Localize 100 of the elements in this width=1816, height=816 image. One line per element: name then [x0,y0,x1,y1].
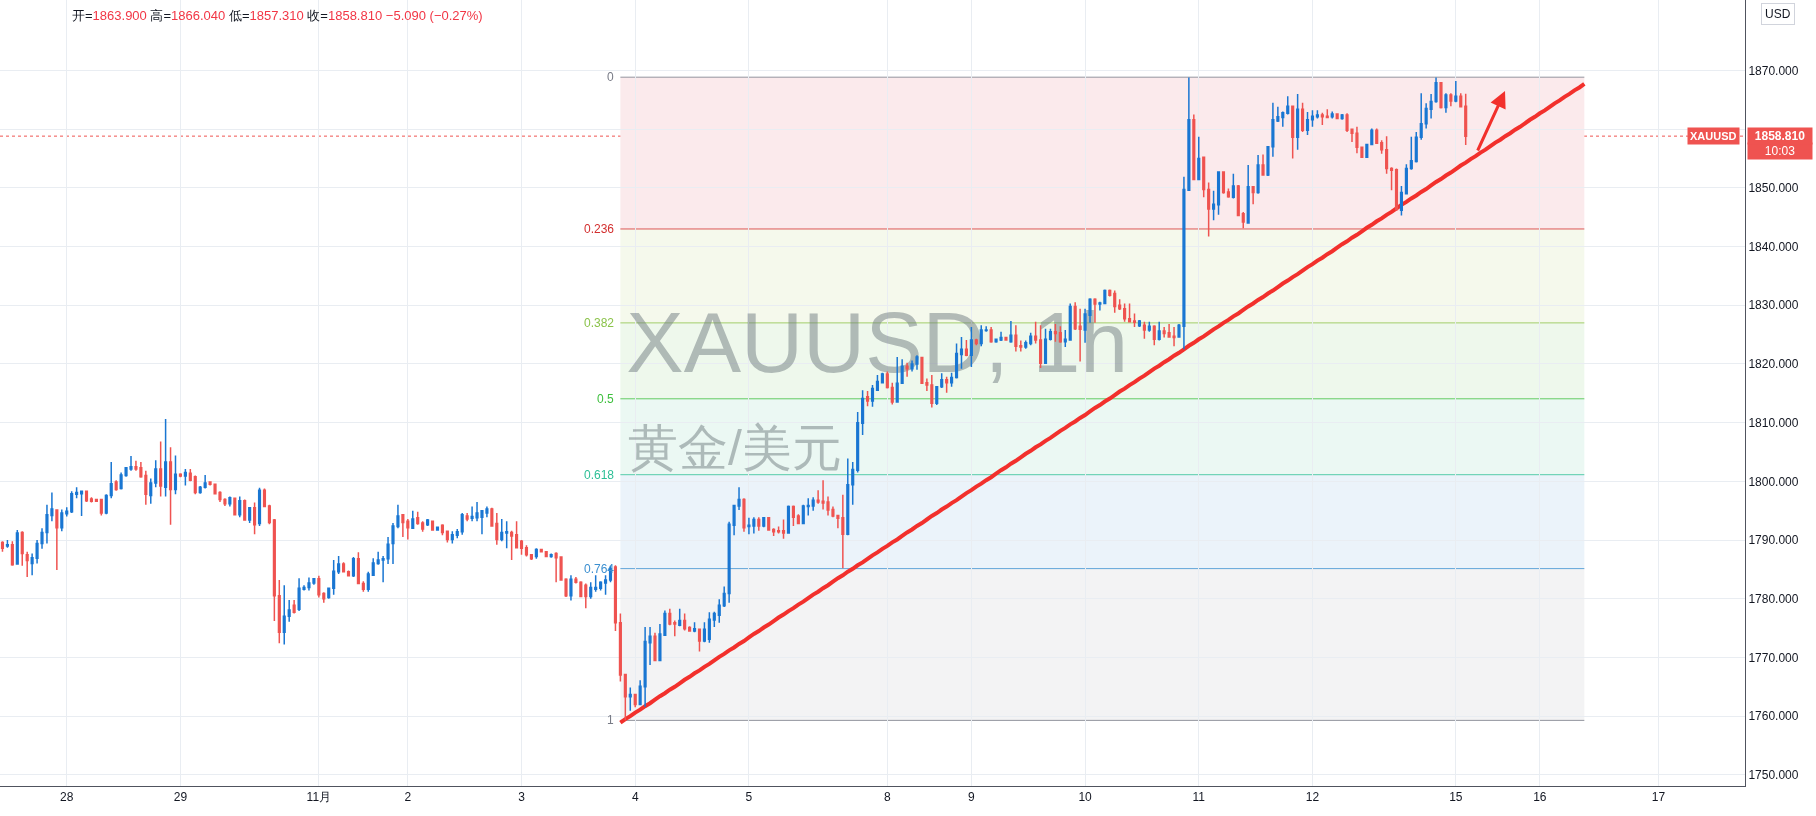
ref-line-label: 0.236 [584,222,615,236]
candlestick [79,489,84,517]
candlestick [267,504,271,525]
candlestick [178,472,183,478]
candlestick [183,468,187,487]
candlestick [806,497,810,517]
candlestick [257,487,262,527]
candlestick [1241,211,1245,230]
candlestick [203,474,207,488]
candlestick [317,575,321,599]
candlestick [1444,92,1448,114]
candlestick [653,632,657,662]
candlestick [1335,112,1339,120]
candlestick [717,598,721,624]
candlestick [757,516,761,532]
candlestick [801,504,805,525]
candlestick [1137,319,1142,328]
y-tick-label: 1780.000 [1748,591,1799,606]
ref-line-label: 0.618 [584,468,615,482]
candlestick [1394,167,1399,212]
candlestick [1325,108,1329,119]
candlestick [445,529,449,544]
ref-line-label: 0.5 [597,392,615,406]
x-tick-label: 8 [883,790,891,805]
candlestick [688,626,692,633]
candlestick [1192,113,1196,181]
candlestick [865,390,870,407]
y-tick-label: 1790.000 [1748,533,1799,548]
candlestick [20,530,24,567]
candlestick [262,487,267,508]
candlestick [168,446,173,526]
y-tick-label: 1770.000 [1748,650,1799,665]
candlestick [534,547,538,560]
candlestick [603,574,608,596]
candlestick [1127,302,1132,324]
candlestick [1424,102,1428,130]
candlestick [114,479,118,492]
candlestick [1464,92,1468,146]
candlestick [55,508,59,571]
x-tick-label: 4 [631,790,639,805]
candlestick [712,610,716,628]
candlestick [248,506,252,524]
text: 10:03 [1764,144,1796,158]
candlestick [10,540,14,567]
candlestick [791,504,795,527]
candlestick [569,574,573,602]
candlestick [460,512,464,536]
candlestick [510,529,514,561]
candlestick [762,516,766,528]
candlestick [1172,326,1176,348]
candlestick [406,518,410,541]
candlestick [796,513,800,525]
x-tick-label: 29 [173,790,188,805]
candlestick [1305,111,1310,136]
candlestick [173,454,178,496]
ref-line-label: 1858.810 [1754,129,1806,143]
x-tick-label: 15 [1449,790,1463,805]
candlestick [811,496,815,512]
candlestick [1296,93,1300,151]
candlestick [238,495,242,518]
candlestick [154,459,158,488]
candlestick [322,591,326,604]
candlestick [1216,170,1221,216]
y-tick-label: 1870.000 [1748,63,1799,78]
y-tick-label: 1760.000 [1748,709,1799,724]
y-tick-label: 1840.000 [1748,239,1799,254]
candlestick [70,490,74,514]
candlestick [0,540,5,553]
candlestick [65,506,69,518]
candlestick [618,612,622,683]
candlestick [356,551,360,585]
candlestick [1152,324,1156,346]
candlestick [411,509,415,530]
candlestick [1404,163,1408,196]
candlestick [277,579,281,645]
annotation: XAUUSD [1690,130,1737,142]
candlestick [376,551,380,565]
candlestick [1399,185,1404,217]
candlestick [89,496,94,504]
candlestick [702,621,707,643]
x-tick-label: 3 [518,790,526,805]
x-tick-label: 9 [968,790,976,805]
x-tick-label: 12 [1305,790,1320,805]
candlestick [935,385,939,406]
candlestick [1419,92,1423,141]
candlestick [1281,110,1285,128]
candlestick [193,474,197,496]
candlestick [228,495,232,508]
candlestick [579,580,583,598]
x-tick-label: 11月 [306,790,332,805]
candlestick [149,477,153,505]
candlestick [1320,111,1324,126]
ref-line-label: 1 [607,713,614,727]
candlestick [856,411,860,474]
candlestick [1202,156,1206,198]
candlestick [781,518,786,540]
candlestick [841,494,845,569]
candlestick [490,507,494,528]
candlestick [455,528,459,540]
candlestick [500,518,504,542]
